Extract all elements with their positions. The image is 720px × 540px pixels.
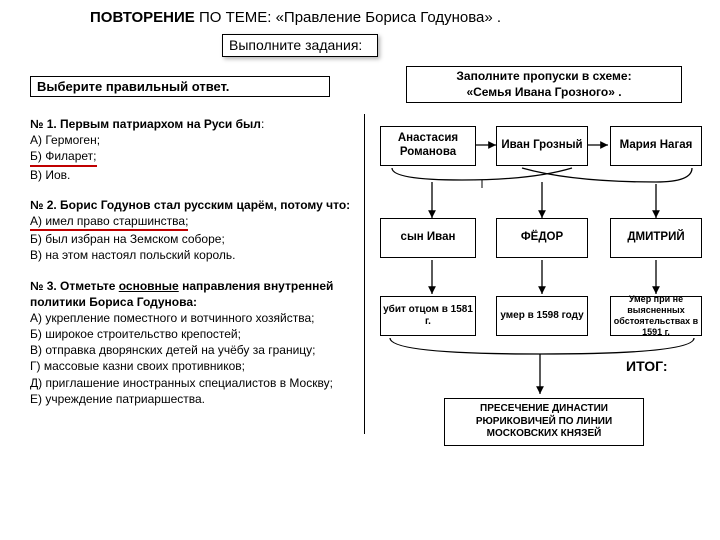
left-column: № 1. Первым патриархом на Руси был: А) Г… xyxy=(0,110,364,421)
q3-under: основные xyxy=(119,279,179,293)
question-1: № 1. Первым патриархом на Руси был: А) Г… xyxy=(30,116,354,183)
question-3: № 3. Отметьте основные направления внутр… xyxy=(30,278,354,408)
q3-a: А) укрепление поместного и вотчинного хо… xyxy=(30,311,315,325)
q3-v: В) отправка дворянских детей на учёбу за… xyxy=(30,343,315,357)
left-instruction: Выберите правильный ответ. xyxy=(30,76,330,97)
node-ivan-grozny: Иван Грозный xyxy=(496,126,588,166)
title-bold: ПОВТОРЕНИЕ xyxy=(90,9,195,26)
task-box: Выполните задания: xyxy=(222,34,378,57)
question-2: № 2. Борис Годунов стал русским царём, п… xyxy=(30,197,354,264)
node-outcome-3: Умер при не выясненных обстоятельствах в… xyxy=(610,296,702,336)
q1-b: Б) Филарет; xyxy=(30,148,97,166)
final-conclusion: ПРЕСЕЧЕНИЕ ДИНАСТИИ РЮРИКОВИЧЕЙ ПО ЛИНИИ… xyxy=(444,398,644,446)
right-column: Анастасия Романова Иван Грозный Мария На… xyxy=(372,110,710,530)
node-dmitry: ДМИТРИЙ xyxy=(610,218,702,258)
q3-g: Г) массовые казни своих противников; xyxy=(30,359,245,373)
q2-b: Б) был избран на Земском соборе; xyxy=(30,232,225,246)
right-instruction: Заполните пропуски в схеме: «Семья Ивана… xyxy=(406,66,682,103)
q2-v: В) на этом настоял польский король. xyxy=(30,248,236,262)
q2-a: А) имел право старшинства; xyxy=(30,213,188,231)
q3-b: Б) широкое строительство крепостей; xyxy=(30,327,241,341)
right-instruction-l1: Заполните пропуски в схеме: xyxy=(456,69,631,83)
right-instruction-l2: «Семья Ивана Грозного» . xyxy=(466,85,621,99)
family-diagram: Анастасия Романова Иван Грозный Мария На… xyxy=(372,110,710,530)
node-anastasia: Анастасия Романова xyxy=(380,126,476,166)
q3-pre: № 3. Отметьте xyxy=(30,279,119,293)
q3-d: Д) приглашение иностранных специалистов … xyxy=(30,376,333,390)
q3-title: № 3. Отметьте основные направления внутр… xyxy=(30,279,333,309)
q1-a: А) Гермоген; xyxy=(30,133,100,147)
columns: № 1. Первым патриархом на Руси был: А) Г… xyxy=(0,110,720,421)
q2-title: № 2. Борис Годунов стал русским царём, п… xyxy=(30,198,350,212)
node-outcome-1: убит отцом в 1581 г. xyxy=(380,296,476,336)
node-maria: Мария Нагая xyxy=(610,126,702,166)
title-rest: ПО ТЕМЕ: «Правление Бориса Годунова» . xyxy=(195,9,501,26)
node-son-ivan: сын Иван xyxy=(380,218,476,258)
node-fedor: ФЁДОР xyxy=(496,218,588,258)
q1-title: № 1. Первым патриархом на Руси был xyxy=(30,117,261,131)
q1-v: В) Иов. xyxy=(30,168,70,182)
itog-label: ИТОГ: xyxy=(626,358,668,374)
page-title: ПОВТОРЕНИЕ ПО ТЕМЕ: «Правление Бориса Го… xyxy=(0,0,720,32)
q3-e: Е) учреждение патриаршества. xyxy=(30,392,205,406)
node-outcome-2: умер в 1598 году xyxy=(496,296,588,336)
